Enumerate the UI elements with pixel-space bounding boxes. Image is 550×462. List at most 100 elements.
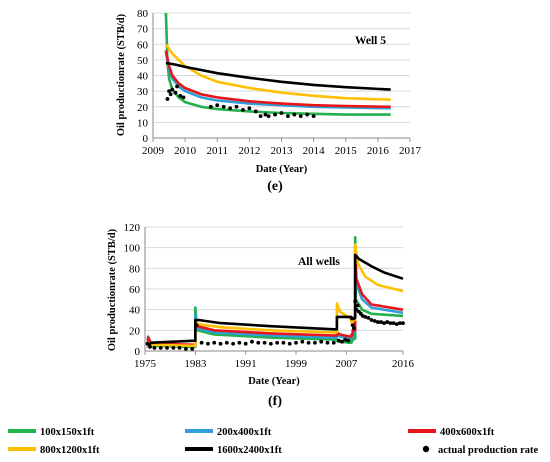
data-point [173,90,178,95]
y-tick-label: 20 [137,102,149,114]
legend-item-actual-production-rate: actual production rate [422,445,538,456]
x-tick-label: 2009 [142,145,165,157]
y-tick-label: 30 [137,86,149,98]
data-point [167,89,171,94]
data-point [294,340,298,345]
data-point [268,341,273,346]
legend-item-1600x2400x1ft: 1600x2400x1ft [185,445,282,456]
data-point [208,104,213,109]
data-point [379,320,383,324]
legend-label: actual production rate [438,445,538,456]
data-point [250,339,254,344]
legend-label: 200x400x1ft [217,427,272,438]
legend-item-400x600x1ft: 400x600x1ft [408,427,495,438]
data-point [234,104,239,109]
data-point [221,104,226,109]
data-point [148,344,152,349]
x-tick-label: 1999 [285,358,308,370]
data-point [279,111,284,115]
annotation-label: All wells [298,256,340,268]
x-tick-label: 1991 [235,358,257,370]
data-point [336,338,341,343]
data-point [190,347,195,351]
legend-label: 400x600x1ft [440,427,495,438]
x-tick-label: 2013 [271,145,294,157]
caption: (e) [267,179,283,194]
x-tick-label: 2010 [174,145,197,157]
data-point [152,346,157,350]
series-line-400x600x1ft [164,50,391,109]
data-point [355,303,360,308]
series-line-100x150x1ft [164,12,391,116]
data-point [262,340,267,345]
data-point [165,346,169,350]
y-tick-label: 20 [129,325,141,337]
y-tick-label: 0 [143,133,149,145]
data-point [170,87,175,92]
data-point [382,321,387,325]
x-tick-label: 2015 [335,145,358,157]
data-point [292,112,297,117]
x-tick-label: 1975 [134,358,157,370]
data-point [388,321,393,325]
legend-label: 800x1200x1ft [40,445,100,456]
data-point [215,103,220,108]
data-point [253,109,258,114]
y-tick-label: 40 [129,305,141,317]
series-line-1600x2400x1ft [165,61,391,91]
data-point [266,114,271,119]
series-actual-production-rate [145,299,405,351]
y-axis-label: Oil productionrate (STB/d) [107,228,118,351]
x-tick-label: 2016 [392,358,415,370]
data-point [177,346,182,350]
data-point [305,112,310,117]
data-point [306,340,311,345]
legend: 100x150x1ft 200x400x1ft 400x600x1ft 800x120… [8,427,538,456]
y-tick-label: 100 [124,243,141,255]
data-point [346,338,351,343]
data-point [199,340,204,345]
data-point [256,340,261,345]
annotation-label: Well 5 [355,35,386,47]
y-axis-label: Oil productionrate (STB/d) [116,13,127,136]
data-point [352,326,356,331]
chart-all-wells: 0 20 40 60 80 100 120 1975 1983 1991 1999 2007 2016 A… [107,222,415,409]
data-point [287,341,292,346]
data-point [165,97,170,101]
y-tick-label: 60 [137,39,149,51]
y-tick-label: 80 [129,263,141,275]
y-tick-label: 70 [137,24,149,36]
x-tick-label: 2011 [206,145,228,157]
data-point [401,321,405,325]
data-point [184,347,188,351]
series-line-800x1200x1ft [164,43,391,101]
y-tick-label: 50 [137,55,149,67]
data-point [300,339,305,344]
data-point [237,340,242,345]
data-point [243,341,248,346]
data-point [218,341,223,346]
data-point [343,337,348,342]
data-point [275,340,280,345]
caption: (f) [268,394,282,409]
data-point [397,321,402,325]
data-point [313,340,317,345]
data-point [391,321,396,325]
chart-well-5: 0 10 20 30 40 50 60 70 80 2009 2010 2011 2012 2013 201… [116,8,422,194]
data-point [158,346,163,350]
data-point [319,339,324,344]
legend-label: 100x150x1ft [40,427,95,438]
data-point [353,299,358,304]
legend-item-100x150x1ft: 100x150x1ft [8,427,95,438]
legend-item-200x400x1ft: 200x400x1ft [185,427,272,438]
data-point [206,341,210,346]
x-tick-label: 2014 [303,145,326,157]
data-point [241,107,245,112]
data-point [168,92,173,97]
data-point [145,341,150,346]
series-line-1600x2400x1ft [147,253,404,347]
data-point [228,106,233,111]
y-tick-label: 120 [124,222,141,234]
legend-label: 1600x2400x1ft [217,445,282,456]
data-point [331,340,336,345]
